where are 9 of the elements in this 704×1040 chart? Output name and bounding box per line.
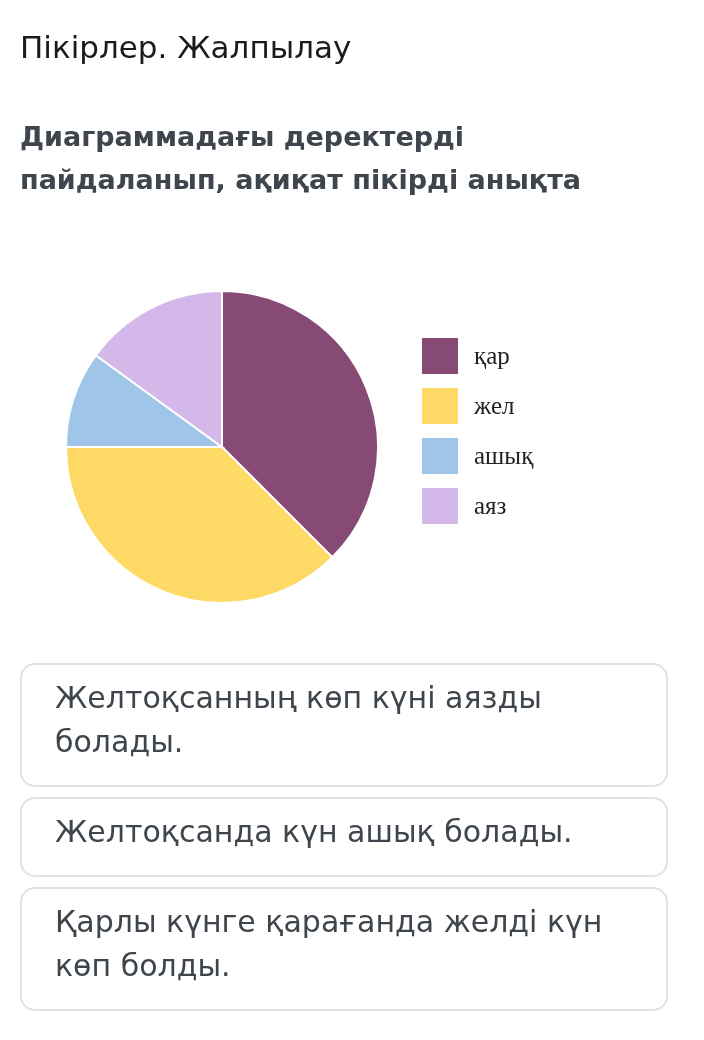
chart-title: Пікірлер. Жалпылау: [20, 29, 352, 65]
legend-label: аяз: [474, 492, 507, 519]
legend-label: ашық: [474, 442, 535, 469]
text: Қарлы күнге қарағанда желді күн көп болды.: [55, 904, 603, 983]
legend-label: қар: [474, 342, 510, 369]
chart-subtitle: Диаграммадағы деректерді пайдаланып, ақиқат пікірді анықта: [20, 121, 582, 195]
legend-label: жел: [473, 392, 515, 419]
text: Желтоқсанда күн ашық болады.: [55, 814, 573, 849]
text: Желтоқсанның көп күні аязды болады.: [55, 680, 542, 759]
